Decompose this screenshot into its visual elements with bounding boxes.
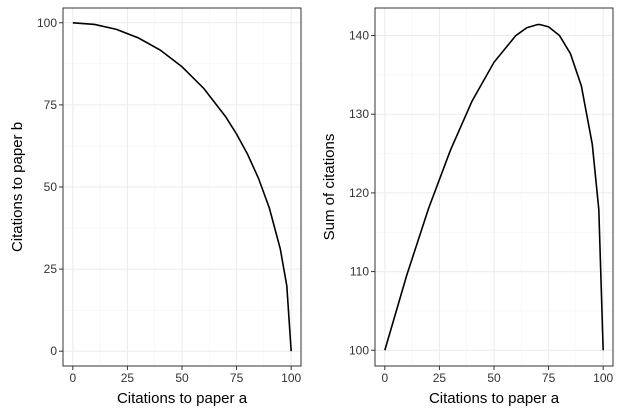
x-axis-title: Citations to paper a <box>117 390 248 407</box>
y-tick-label: 25 <box>44 262 58 276</box>
chart-panel-1: 0 25 50 75 100 0 25 50 75 100 Citations to paper a… <box>9 7 302 407</box>
y-tick-label: 140 <box>349 29 369 43</box>
chart-panel-2: 0 25 50 75 100 100 110 120 130 140 Citations to pa… <box>321 7 614 407</box>
y-tick-label: 50 <box>44 180 58 194</box>
y-tick-label: 0 <box>50 344 57 358</box>
y-tick-label: 75 <box>44 98 58 112</box>
x-axis-title: Citations to paper a <box>429 390 560 407</box>
y-tick-label: 130 <box>349 107 369 121</box>
y-axis-title: Citations to paper b <box>9 122 26 252</box>
x-tick-label: 50 <box>175 371 189 385</box>
y-axis-title: Sum of citations <box>321 134 338 241</box>
series-line-1 <box>384 23 604 351</box>
x-tick-label: 75 <box>230 371 244 385</box>
x-tick-label: 75 <box>542 371 556 385</box>
x-tick-label: 100 <box>593 371 613 385</box>
y-tick-label: 100 <box>349 343 369 357</box>
y-tick-label: 110 <box>350 265 369 279</box>
x-tick-label: 25 <box>433 371 447 385</box>
x-tick-label: 100 <box>281 371 301 385</box>
x-tick-label: 25 <box>121 371 135 385</box>
x-tick-label: 50 <box>487 371 501 385</box>
y-tick-label: 120 <box>349 186 369 200</box>
x-tick-label: 0 <box>381 371 388 385</box>
series-line-1 <box>72 21 292 352</box>
x-tick-label: 0 <box>69 371 76 385</box>
y-tick-label: 100 <box>37 16 57 30</box>
